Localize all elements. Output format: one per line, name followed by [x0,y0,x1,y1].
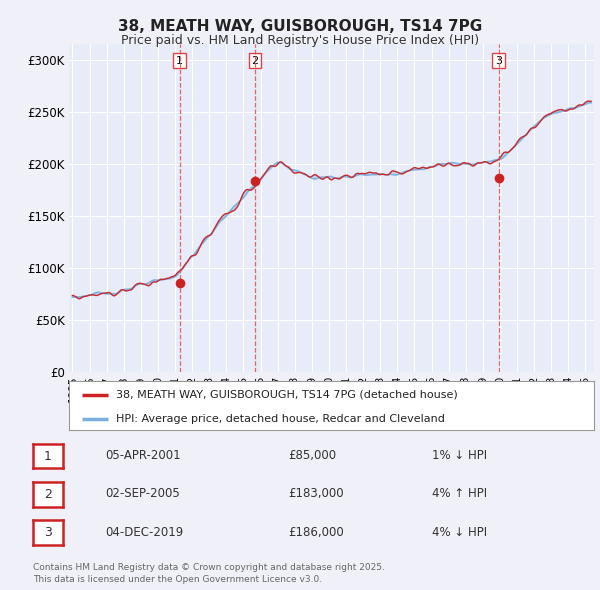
Text: 2: 2 [251,55,259,65]
Text: Contains HM Land Registry data © Crown copyright and database right 2025.
This d: Contains HM Land Registry data © Crown c… [33,563,385,584]
Text: £85,000: £85,000 [288,449,336,462]
Text: 1: 1 [44,450,52,463]
Text: 02-SEP-2005: 02-SEP-2005 [105,487,180,500]
Text: HPI: Average price, detached house, Redcar and Cleveland: HPI: Average price, detached house, Redc… [116,414,445,424]
Text: Price paid vs. HM Land Registry's House Price Index (HPI): Price paid vs. HM Land Registry's House … [121,34,479,47]
Text: 1: 1 [176,55,183,65]
Text: £183,000: £183,000 [288,487,344,500]
Text: 4% ↑ HPI: 4% ↑ HPI [432,487,487,500]
Text: 1% ↓ HPI: 1% ↓ HPI [432,449,487,462]
Text: 3: 3 [44,526,52,539]
Text: 3: 3 [495,55,502,65]
Text: £186,000: £186,000 [288,526,344,539]
Text: 04-DEC-2019: 04-DEC-2019 [105,526,183,539]
Text: 05-APR-2001: 05-APR-2001 [105,449,181,462]
Text: 38, MEATH WAY, GUISBOROUGH, TS14 7PG: 38, MEATH WAY, GUISBOROUGH, TS14 7PG [118,19,482,34]
Text: 4% ↓ HPI: 4% ↓ HPI [432,526,487,539]
Text: 38, MEATH WAY, GUISBOROUGH, TS14 7PG (detached house): 38, MEATH WAY, GUISBOROUGH, TS14 7PG (de… [116,389,458,399]
Text: 2: 2 [44,488,52,501]
